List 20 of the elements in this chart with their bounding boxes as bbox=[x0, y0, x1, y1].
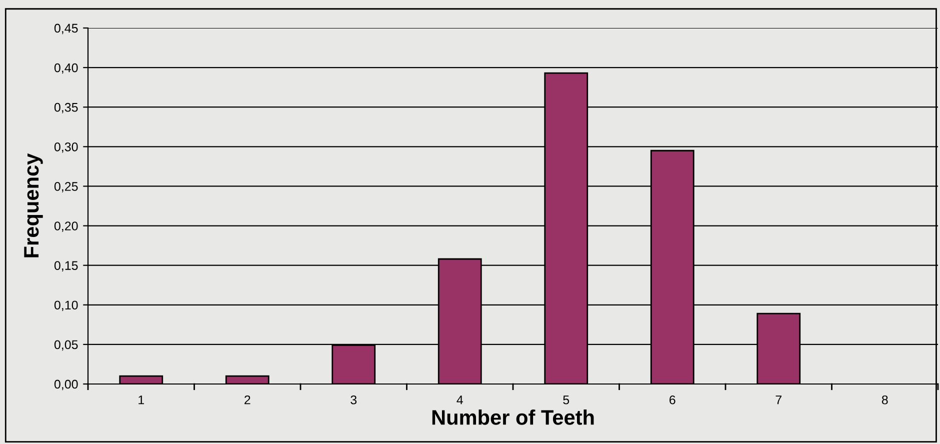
y-tick-label: 0,35 bbox=[54, 102, 78, 114]
y-tick-label: 0,00 bbox=[54, 380, 78, 390]
x-tick-label: 7 bbox=[776, 396, 782, 404]
x-tick-label: 2 bbox=[244, 395, 250, 404]
y-tick-label: 0,25 bbox=[54, 182, 78, 192]
x-tick-label: 6 bbox=[670, 395, 676, 404]
x-tick-label: 8 bbox=[882, 395, 888, 404]
x-tick-label: 1 bbox=[138, 396, 144, 404]
x-tick-label: 5 bbox=[563, 396, 570, 404]
y-tick-label: 0,40 bbox=[54, 63, 78, 74]
y-tick-label: 0,10 bbox=[54, 300, 78, 312]
x-axis-title: Number of Teeth bbox=[432, 410, 594, 425]
y-axis-title: Frequency bbox=[24, 153, 43, 258]
y-tick-label: 0,15 bbox=[54, 261, 78, 272]
x-tick-label: 4 bbox=[456, 396, 463, 404]
y-tick-label: 0,45 bbox=[54, 24, 78, 34]
x-tick-label: 3 bbox=[350, 395, 357, 404]
y-tick-label: 0,30 bbox=[54, 142, 78, 153]
y-tick-label: 0,05 bbox=[54, 340, 78, 351]
y-tick-label: 0,20 bbox=[54, 222, 78, 232]
